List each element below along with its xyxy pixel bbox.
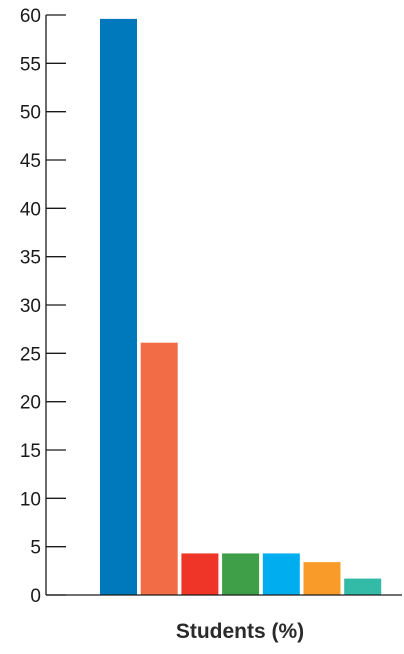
- y-tick-label: 40: [20, 199, 41, 220]
- y-tick-label: 15: [20, 441, 41, 462]
- bar-7: [344, 578, 382, 595]
- y-tick-label: 25: [20, 344, 41, 365]
- y-tick-label: 10: [20, 489, 41, 510]
- y-tick-label: 60: [20, 6, 41, 27]
- bars-group: [100, 18, 382, 596]
- bar-5: [262, 553, 300, 595]
- x-axis-title: Students (%): [176, 620, 304, 643]
- y-tick-label: 0: [30, 586, 41, 607]
- y-tick-label: 20: [20, 393, 41, 414]
- y-tick-label: 35: [20, 248, 41, 269]
- y-tick-label: 5: [30, 538, 41, 559]
- bar-2: [140, 342, 178, 595]
- bar-1: [100, 18, 137, 596]
- bar-6: [303, 562, 341, 595]
- bar-3: [181, 553, 219, 595]
- y-tick-label: 45: [20, 151, 41, 172]
- y-tick-label: 50: [20, 103, 41, 124]
- y-tick-label: 55: [20, 54, 41, 75]
- bar-4: [222, 553, 260, 595]
- y-tick-label: 30: [20, 296, 41, 317]
- y-axis: 0 5 10 15 20 25 30 35 40 45 50 55 60: [20, 6, 66, 607]
